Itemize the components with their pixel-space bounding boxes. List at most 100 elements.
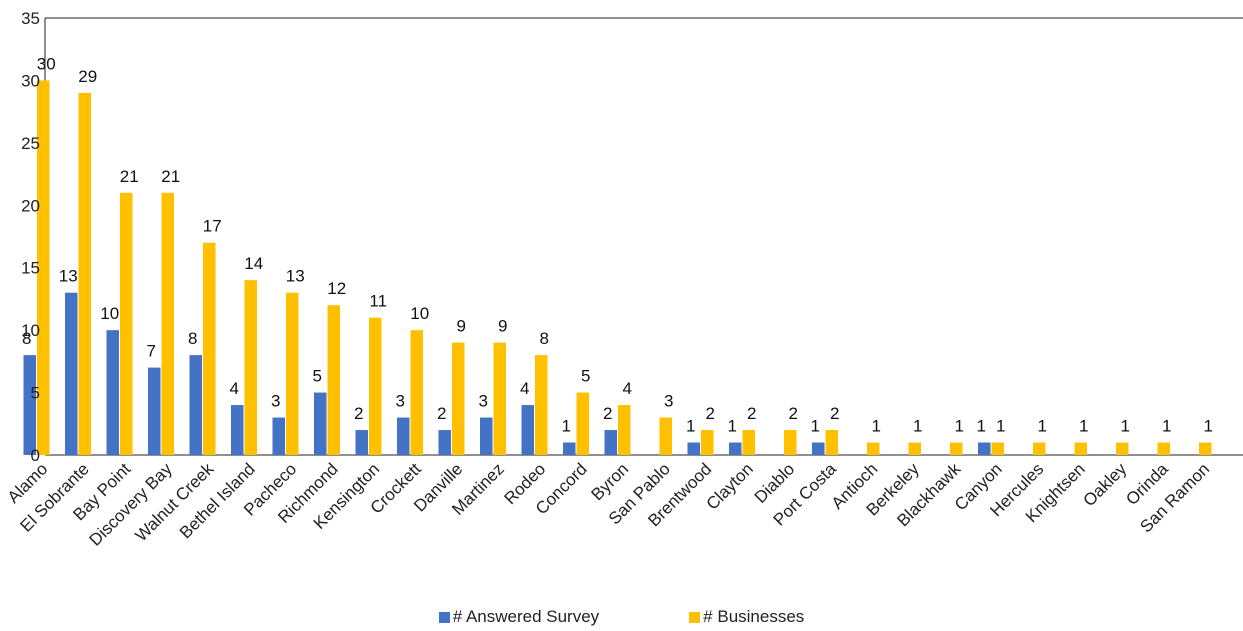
bar-businesses <box>576 392 589 455</box>
data-label: 4 <box>230 379 239 398</box>
data-label: 17 <box>203 217 222 236</box>
bar-businesses <box>37 80 50 455</box>
data-label: 3 <box>664 392 673 411</box>
bar-businesses <box>244 280 257 455</box>
data-label: 1 <box>686 417 695 436</box>
data-label: 1 <box>1121 417 1130 436</box>
data-label: 8 <box>540 329 549 348</box>
data-label: 2 <box>830 404 839 423</box>
data-label: 5 <box>581 367 590 386</box>
axes <box>44 17 1243 456</box>
bar-businesses <box>161 192 174 456</box>
data-label: 9 <box>498 317 507 336</box>
y-tick-label: 10 <box>21 321 40 340</box>
data-label: 5 <box>313 367 322 386</box>
data-label: 2 <box>789 404 798 423</box>
legend-item-businesses: # Businesses <box>689 607 804 627</box>
data-label: 4 <box>520 379 529 398</box>
bar-answered <box>729 442 742 455</box>
bar-answered <box>106 330 119 455</box>
y-tick-labels: 0 5 10 15 20 25 30 35 <box>21 9 40 465</box>
bar-businesses <box>120 192 133 456</box>
data-label: 11 <box>369 292 387 311</box>
data-label: 1 <box>955 417 964 436</box>
data-label: 1 <box>996 417 1005 436</box>
bar-businesses <box>742 430 755 455</box>
y-tick-label: 15 <box>21 259 40 278</box>
bar-answered <box>231 405 244 455</box>
y-tick-label: 35 <box>21 9 40 28</box>
bar-businesses <box>452 342 465 455</box>
bar-businesses <box>701 430 714 455</box>
bar-businesses <box>950 442 963 455</box>
data-label: 12 <box>327 279 346 298</box>
bar-answered <box>148 367 161 455</box>
data-label: 1 <box>811 417 820 436</box>
data-label: 3 <box>271 392 280 411</box>
data-label: 10 <box>410 304 429 323</box>
data-label: 3 <box>479 392 488 411</box>
bars <box>23 80 1212 456</box>
bar-businesses <box>369 317 382 455</box>
data-label: 14 <box>244 254 263 273</box>
data-label: 13 <box>59 267 78 286</box>
bar-businesses <box>203 242 216 455</box>
data-label: 2 <box>603 404 612 423</box>
bar-businesses <box>78 92 91 456</box>
data-label: 1 <box>1162 417 1171 436</box>
bar-answered <box>480 417 493 455</box>
data-label: 30 <box>37 54 56 73</box>
data-label: 8 <box>22 329 31 348</box>
bar-answered <box>65 292 78 455</box>
data-label: 4 <box>623 379 632 398</box>
bar-answered <box>687 442 700 455</box>
bar-businesses <box>991 442 1004 455</box>
data-label: 10 <box>100 304 119 323</box>
bar-answered <box>272 417 285 455</box>
bar-businesses <box>659 417 672 455</box>
y-tick-label: 5 <box>31 384 40 403</box>
bar-answered <box>355 430 368 455</box>
bar-answered <box>812 442 825 455</box>
data-label: 9 <box>457 317 466 336</box>
data-label: 1 <box>1038 417 1047 436</box>
legend-label-businesses: # Businesses <box>703 607 805 626</box>
data-label: 1 <box>1204 417 1213 436</box>
data-label: 21 <box>161 167 180 186</box>
bar-answered <box>438 430 451 455</box>
bar-businesses <box>618 405 631 455</box>
bar-answered <box>978 442 991 455</box>
bar-businesses <box>410 330 423 455</box>
bar-businesses <box>825 430 838 455</box>
data-label: 8 <box>188 329 197 348</box>
bar-businesses <box>1074 442 1087 455</box>
data-label: 13 <box>286 267 305 286</box>
y-tick-label: 20 <box>21 196 40 215</box>
y-tick-label: 0 <box>31 446 40 465</box>
data-label: 7 <box>147 342 156 361</box>
bar-businesses <box>784 430 797 455</box>
bar-businesses <box>867 442 880 455</box>
data-label: 1 <box>1079 417 1088 436</box>
bar-businesses <box>1116 442 1129 455</box>
category-label: Clayton <box>703 459 757 513</box>
bar-answered <box>563 442 576 455</box>
data-label: 29 <box>78 67 97 86</box>
bar-answered <box>189 355 202 455</box>
bar-businesses <box>535 355 548 455</box>
bar-answered <box>23 355 36 455</box>
bar-answered <box>397 417 410 455</box>
legend-swatch-businesses <box>689 611 701 623</box>
bar-answered <box>521 405 534 455</box>
bar-businesses <box>327 305 340 455</box>
bar-businesses <box>286 292 299 455</box>
bar-answered <box>604 430 617 455</box>
data-label: 3 <box>396 392 405 411</box>
data-label: 2 <box>354 404 363 423</box>
data-label: 2 <box>437 404 446 423</box>
data-label: 2 <box>747 404 756 423</box>
data-label: 1 <box>913 417 922 436</box>
